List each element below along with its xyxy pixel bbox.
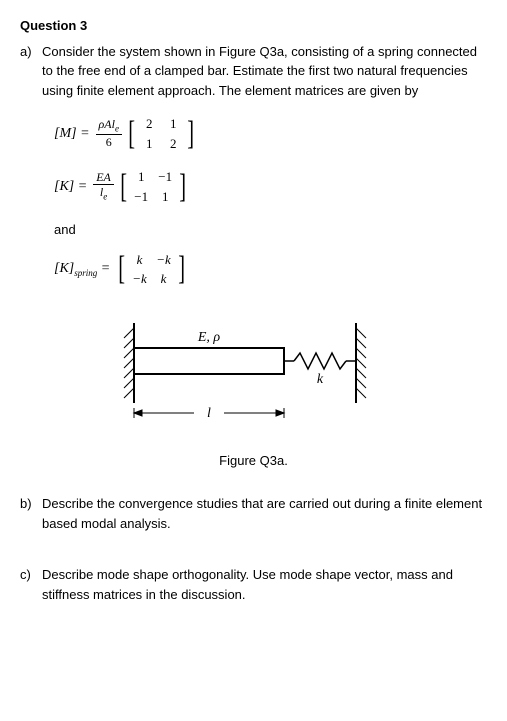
part-a-text: Consider the system shown in Figure Q3a,… xyxy=(42,42,487,101)
sym-M: M xyxy=(59,126,71,141)
m12: −k xyxy=(152,250,176,270)
m11: k xyxy=(128,250,152,270)
and-text: and xyxy=(54,220,487,240)
part-a-label: a) xyxy=(20,42,42,101)
left-bracket-icon: [ xyxy=(128,120,135,147)
label-ep: E, ρ xyxy=(196,330,220,345)
stiffness-matrix-equation: [K] = EA le [ 1−1 −11 ] xyxy=(54,167,487,206)
br-close-eq: ] = xyxy=(71,126,89,141)
figure-q3a: E, ρ k l xyxy=(20,313,487,443)
stiff-fraction: EA le xyxy=(93,170,114,203)
m12: 1 xyxy=(161,114,185,134)
eq-sign: = xyxy=(97,261,110,276)
m22: 1 xyxy=(153,187,177,207)
label-l: l xyxy=(207,406,211,421)
spring-matrix-equation: [K]spring = [ k−k −kk ] xyxy=(54,250,487,289)
part-b-text: Describe the convergence studies that ar… xyxy=(42,494,487,533)
br-close-eq: ] = xyxy=(69,179,87,194)
right-bracket-icon: ] xyxy=(178,255,185,282)
den: 6 xyxy=(103,135,115,151)
part-b: b) Describe the convergence studies that… xyxy=(20,494,487,533)
figure-svg: E, ρ k l xyxy=(94,313,414,443)
num: ρAl xyxy=(99,117,115,131)
mass-matrix: 21 12 xyxy=(137,114,185,153)
m11: 1 xyxy=(129,167,153,187)
sym-K: K xyxy=(59,179,68,194)
sym-K: K xyxy=(59,261,68,276)
m21: −k xyxy=(128,269,152,289)
mass-fraction: ρAle 6 xyxy=(96,117,122,151)
m21: 1 xyxy=(137,134,161,154)
stiff-matrix: 1−1 −11 xyxy=(129,167,177,206)
m21: −1 xyxy=(129,187,153,207)
spring-sub: spring xyxy=(74,268,97,278)
figure-caption: Figure Q3a. xyxy=(20,451,487,471)
left-bracket-icon: [ xyxy=(120,173,127,200)
m12: −1 xyxy=(153,167,177,187)
question-title: Question 3 xyxy=(20,16,487,36)
num-sub: e xyxy=(115,123,119,133)
part-c: c) Describe mode shape orthogonality. Us… xyxy=(20,565,487,604)
m22: k xyxy=(152,269,176,289)
left-bracket-icon: [ xyxy=(118,255,125,282)
right-bracket-icon: ] xyxy=(179,173,186,200)
part-c-label: c) xyxy=(20,565,42,604)
num: EA xyxy=(96,170,111,184)
part-c-text: Describe mode shape orthogonality. Use m… xyxy=(42,565,487,604)
part-a: a) Consider the system shown in Figure Q… xyxy=(20,42,487,101)
label-k: k xyxy=(316,372,323,387)
m22: 2 xyxy=(161,134,185,154)
spring-matrix: k−k −kk xyxy=(128,250,176,289)
part-b-label: b) xyxy=(20,494,42,533)
den-sub: e xyxy=(103,192,107,202)
mass-matrix-equation: [M] = ρAle 6 [ 21 12 ] [K] = EA le [ 1−1… xyxy=(54,114,487,206)
right-bracket-icon: ] xyxy=(188,120,195,147)
m11: 2 xyxy=(137,114,161,134)
